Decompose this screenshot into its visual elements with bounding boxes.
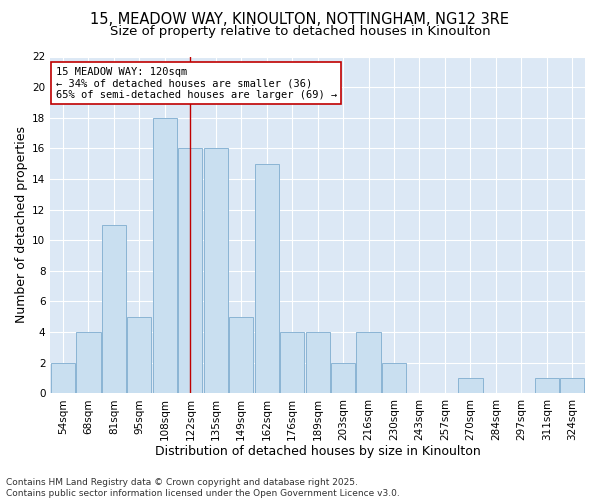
Bar [280, 332, 304, 394]
Bar [153, 118, 177, 394]
Text: 15, MEADOW WAY, KINOULTON, NOTTINGHAM, NG12 3RE: 15, MEADOW WAY, KINOULTON, NOTTINGHAM, N… [91, 12, 509, 28]
Bar [178, 148, 202, 394]
X-axis label: Distribution of detached houses by size in Kinoulton: Distribution of detached houses by size … [155, 444, 481, 458]
Text: Contains HM Land Registry data © Crown copyright and database right 2025.
Contai: Contains HM Land Registry data © Crown c… [6, 478, 400, 498]
Bar [127, 317, 151, 394]
Text: 15 MEADOW WAY: 120sqm
← 34% of detached houses are smaller (36)
65% of semi-deta: 15 MEADOW WAY: 120sqm ← 34% of detached … [56, 66, 337, 100]
Bar [229, 317, 253, 394]
Bar [203, 148, 228, 394]
Bar [254, 164, 279, 394]
Bar [51, 362, 75, 394]
Bar [382, 362, 406, 394]
Bar [458, 378, 482, 394]
Bar [76, 332, 101, 394]
Bar [331, 362, 355, 394]
Bar [535, 378, 559, 394]
Bar [560, 378, 584, 394]
Y-axis label: Number of detached properties: Number of detached properties [15, 126, 28, 324]
Bar [305, 332, 330, 394]
Bar [356, 332, 380, 394]
Text: Size of property relative to detached houses in Kinoulton: Size of property relative to detached ho… [110, 25, 490, 38]
Bar [102, 225, 126, 394]
